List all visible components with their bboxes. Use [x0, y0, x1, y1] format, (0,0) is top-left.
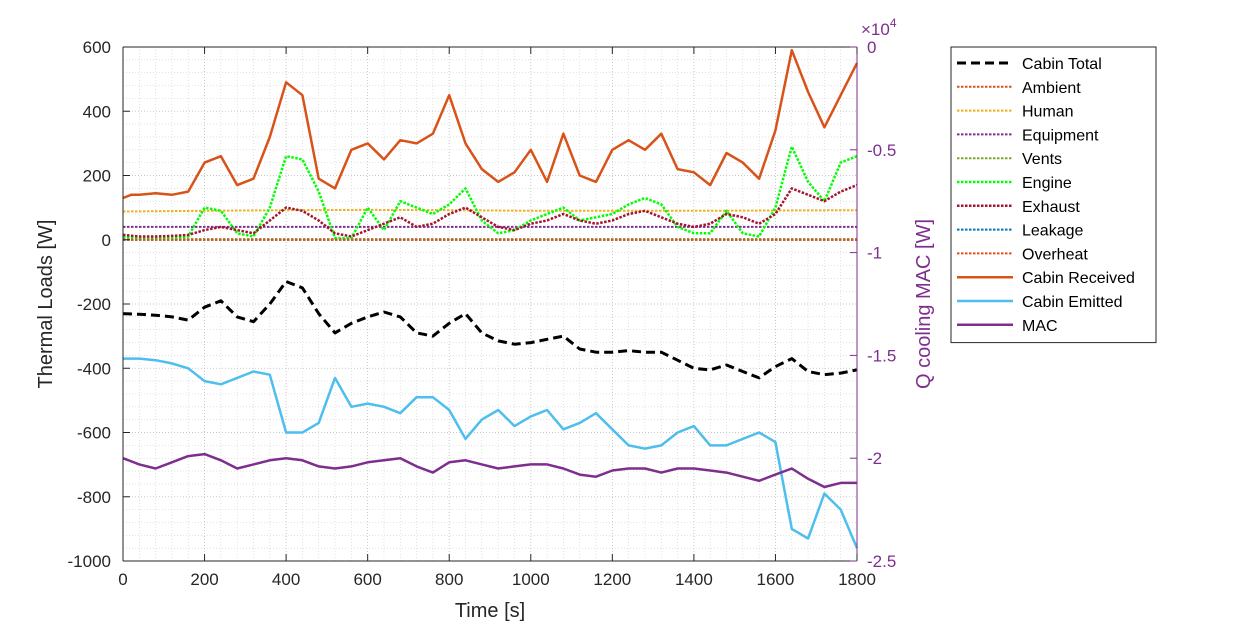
y2-exponent-base: ×10 — [861, 20, 890, 39]
y2-exponent: ×104 — [861, 16, 897, 39]
legend-label: Cabin Received — [1022, 270, 1135, 287]
series-line-cabin-emitted — [123, 357, 859, 549]
x-tick-label: 1800 — [838, 570, 876, 589]
x-tick-label: 400 — [272, 570, 300, 589]
x-tick-label: 800 — [435, 570, 463, 589]
y-tick-label: -800 — [77, 488, 111, 507]
y-axis-label: Thermal Loads [W] — [35, 220, 57, 389]
y-tick-label: -200 — [77, 295, 111, 314]
legend-label: Exhaust — [1022, 199, 1080, 216]
legend-label: Engine — [1022, 175, 1072, 192]
y-tick-label: -600 — [77, 424, 111, 443]
legend-label: Cabin Total — [1022, 56, 1102, 73]
series-line-human — [122, 208, 858, 213]
x-tick-label: 1400 — [675, 570, 713, 589]
series-layer — [122, 48, 859, 549]
y-tick-label: -400 — [77, 359, 111, 378]
x-tick-label: 1200 — [593, 570, 631, 589]
legend-label: Overheat — [1022, 246, 1088, 263]
y2-tick-label: 0 — [867, 38, 876, 57]
y-tick-label: 600 — [83, 38, 111, 57]
y-tick-label: 0 — [102, 231, 111, 250]
grid — [122, 46, 858, 562]
y2-tick-label: -2 — [867, 449, 882, 468]
series-line-mac — [122, 452, 857, 489]
y-tick-label: 200 — [83, 167, 111, 186]
x-tick-label: 1600 — [757, 570, 795, 589]
x-tick-label: 600 — [353, 570, 381, 589]
legend-label: Human — [1022, 104, 1074, 121]
series-line-cabin-total — [122, 280, 858, 380]
series-line-exhaust — [122, 183, 858, 238]
legend-label: MAC — [1022, 318, 1058, 335]
x-tick-label: 0 — [118, 570, 127, 589]
y2-tick-label: -1 — [867, 244, 882, 263]
x-axis-label: Time [s] — [455, 600, 525, 622]
axes: 0 200 400 600 800 1000 1200 1400 1600 1800 600 400 2… — [68, 38, 897, 589]
legend: Cabin Total Ambient Human Equipment Vents Eng… — [950, 46, 1157, 344]
y2-tick-label: -2.5 — [867, 552, 896, 571]
x-tick-label: 200 — [190, 570, 218, 589]
y-tick-label: 400 — [83, 102, 111, 121]
legend-box — [950, 46, 1157, 344]
legend-label: Ambient — [1022, 80, 1081, 97]
series-line-engine — [122, 145, 858, 240]
y-tick-label: -1000 — [68, 552, 111, 571]
legend-label: Leakage — [1022, 223, 1083, 240]
legend-label: Cabin Emitted — [1022, 294, 1123, 311]
y2-tick-label: -1.5 — [867, 346, 896, 365]
x-tick-label: 1000 — [512, 570, 550, 589]
legend-label: Equipment — [1022, 127, 1099, 144]
series-line-cabin-received — [122, 48, 859, 200]
y2-axis-label: Q cooling MAC [W] — [913, 219, 935, 389]
y2-exponent-power: 4 — [890, 16, 897, 30]
legend-label: Vents — [1022, 151, 1062, 168]
y2-tick-label: -0.5 — [867, 141, 896, 160]
